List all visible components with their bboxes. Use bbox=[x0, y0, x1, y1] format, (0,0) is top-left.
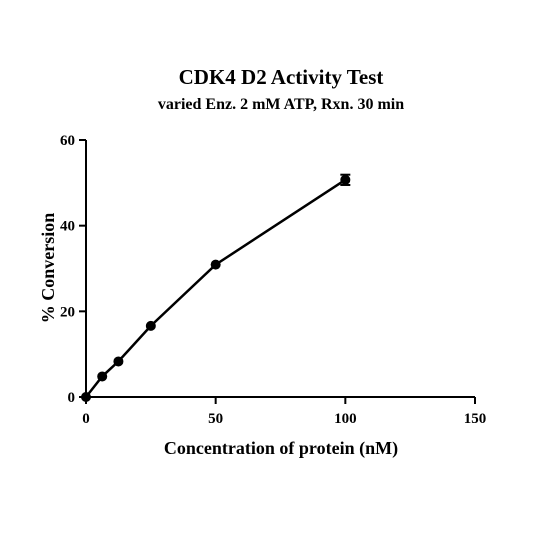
chart-subtitle: varied Enz. 2 mM ATP, Rxn. 30 min bbox=[158, 96, 404, 113]
y-axis-label: % Conversion bbox=[38, 213, 58, 324]
data-points bbox=[81, 174, 351, 402]
series-line bbox=[85, 178, 346, 398]
x-tick-label: 150 bbox=[464, 411, 487, 427]
chart-title: CDK4 D2 Activity Test bbox=[179, 65, 384, 89]
y-tick-label: 60 bbox=[60, 133, 75, 149]
data-point bbox=[113, 356, 124, 367]
x-tick-label: 0 bbox=[82, 411, 90, 427]
x-axis-ticks: 0 50 100 150 bbox=[82, 397, 486, 427]
data-point bbox=[340, 174, 351, 185]
data-point bbox=[210, 259, 221, 270]
data-point bbox=[97, 371, 108, 382]
x-tick-label: 100 bbox=[334, 411, 357, 427]
x-axis-label: Concentration of protein (nM) bbox=[164, 438, 398, 459]
y-tick-label: 40 bbox=[60, 219, 75, 235]
y-tick-label: 0 bbox=[68, 390, 76, 406]
y-axis-ticks: 0 20 40 60 bbox=[60, 133, 86, 406]
data-point bbox=[81, 392, 91, 402]
y-tick-label: 20 bbox=[60, 304, 75, 320]
x-tick-label: 50 bbox=[208, 411, 223, 427]
data-point bbox=[145, 320, 156, 331]
plot-area: 0 20 40 60 0 50 100 150 bbox=[60, 133, 486, 427]
